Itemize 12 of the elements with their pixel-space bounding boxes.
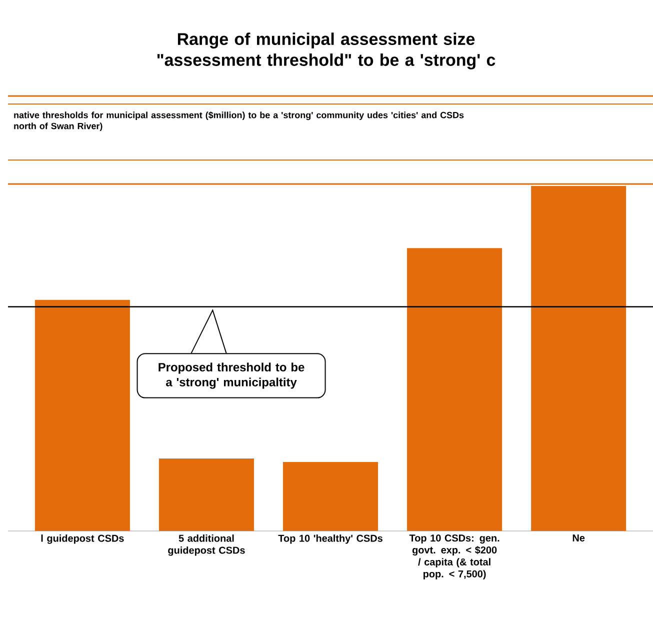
bar <box>34 300 130 531</box>
chart-subtitle: native thresholds for municipal assessment ($million) to be a 'strong' community udes 'cities' and CSDs north of Swan River) <box>14 112 464 131</box>
x-tick-label: 5 additional guidepost CSDs <box>168 534 245 556</box>
chart-title: Range of municipal assessment size "assessment threshold" to be a 'strong' c <box>157 32 496 70</box>
bar <box>158 458 254 531</box>
x-tick-label: l guidepost CSDs <box>41 534 124 544</box>
x-tick-label: Top 10 CSDs: gen. govt. exp. < $200 / capita (& total pop. < 7,500) <box>409 534 500 580</box>
x-tick-label: Top 10 'healthy' CSDs <box>278 534 382 544</box>
x-tick-label: Ne <box>572 534 585 542</box>
bar <box>283 462 378 531</box>
bar <box>407 248 502 531</box>
ref-line-label: Proposed threshold to be a 'strong' municipaltity <box>158 362 304 389</box>
